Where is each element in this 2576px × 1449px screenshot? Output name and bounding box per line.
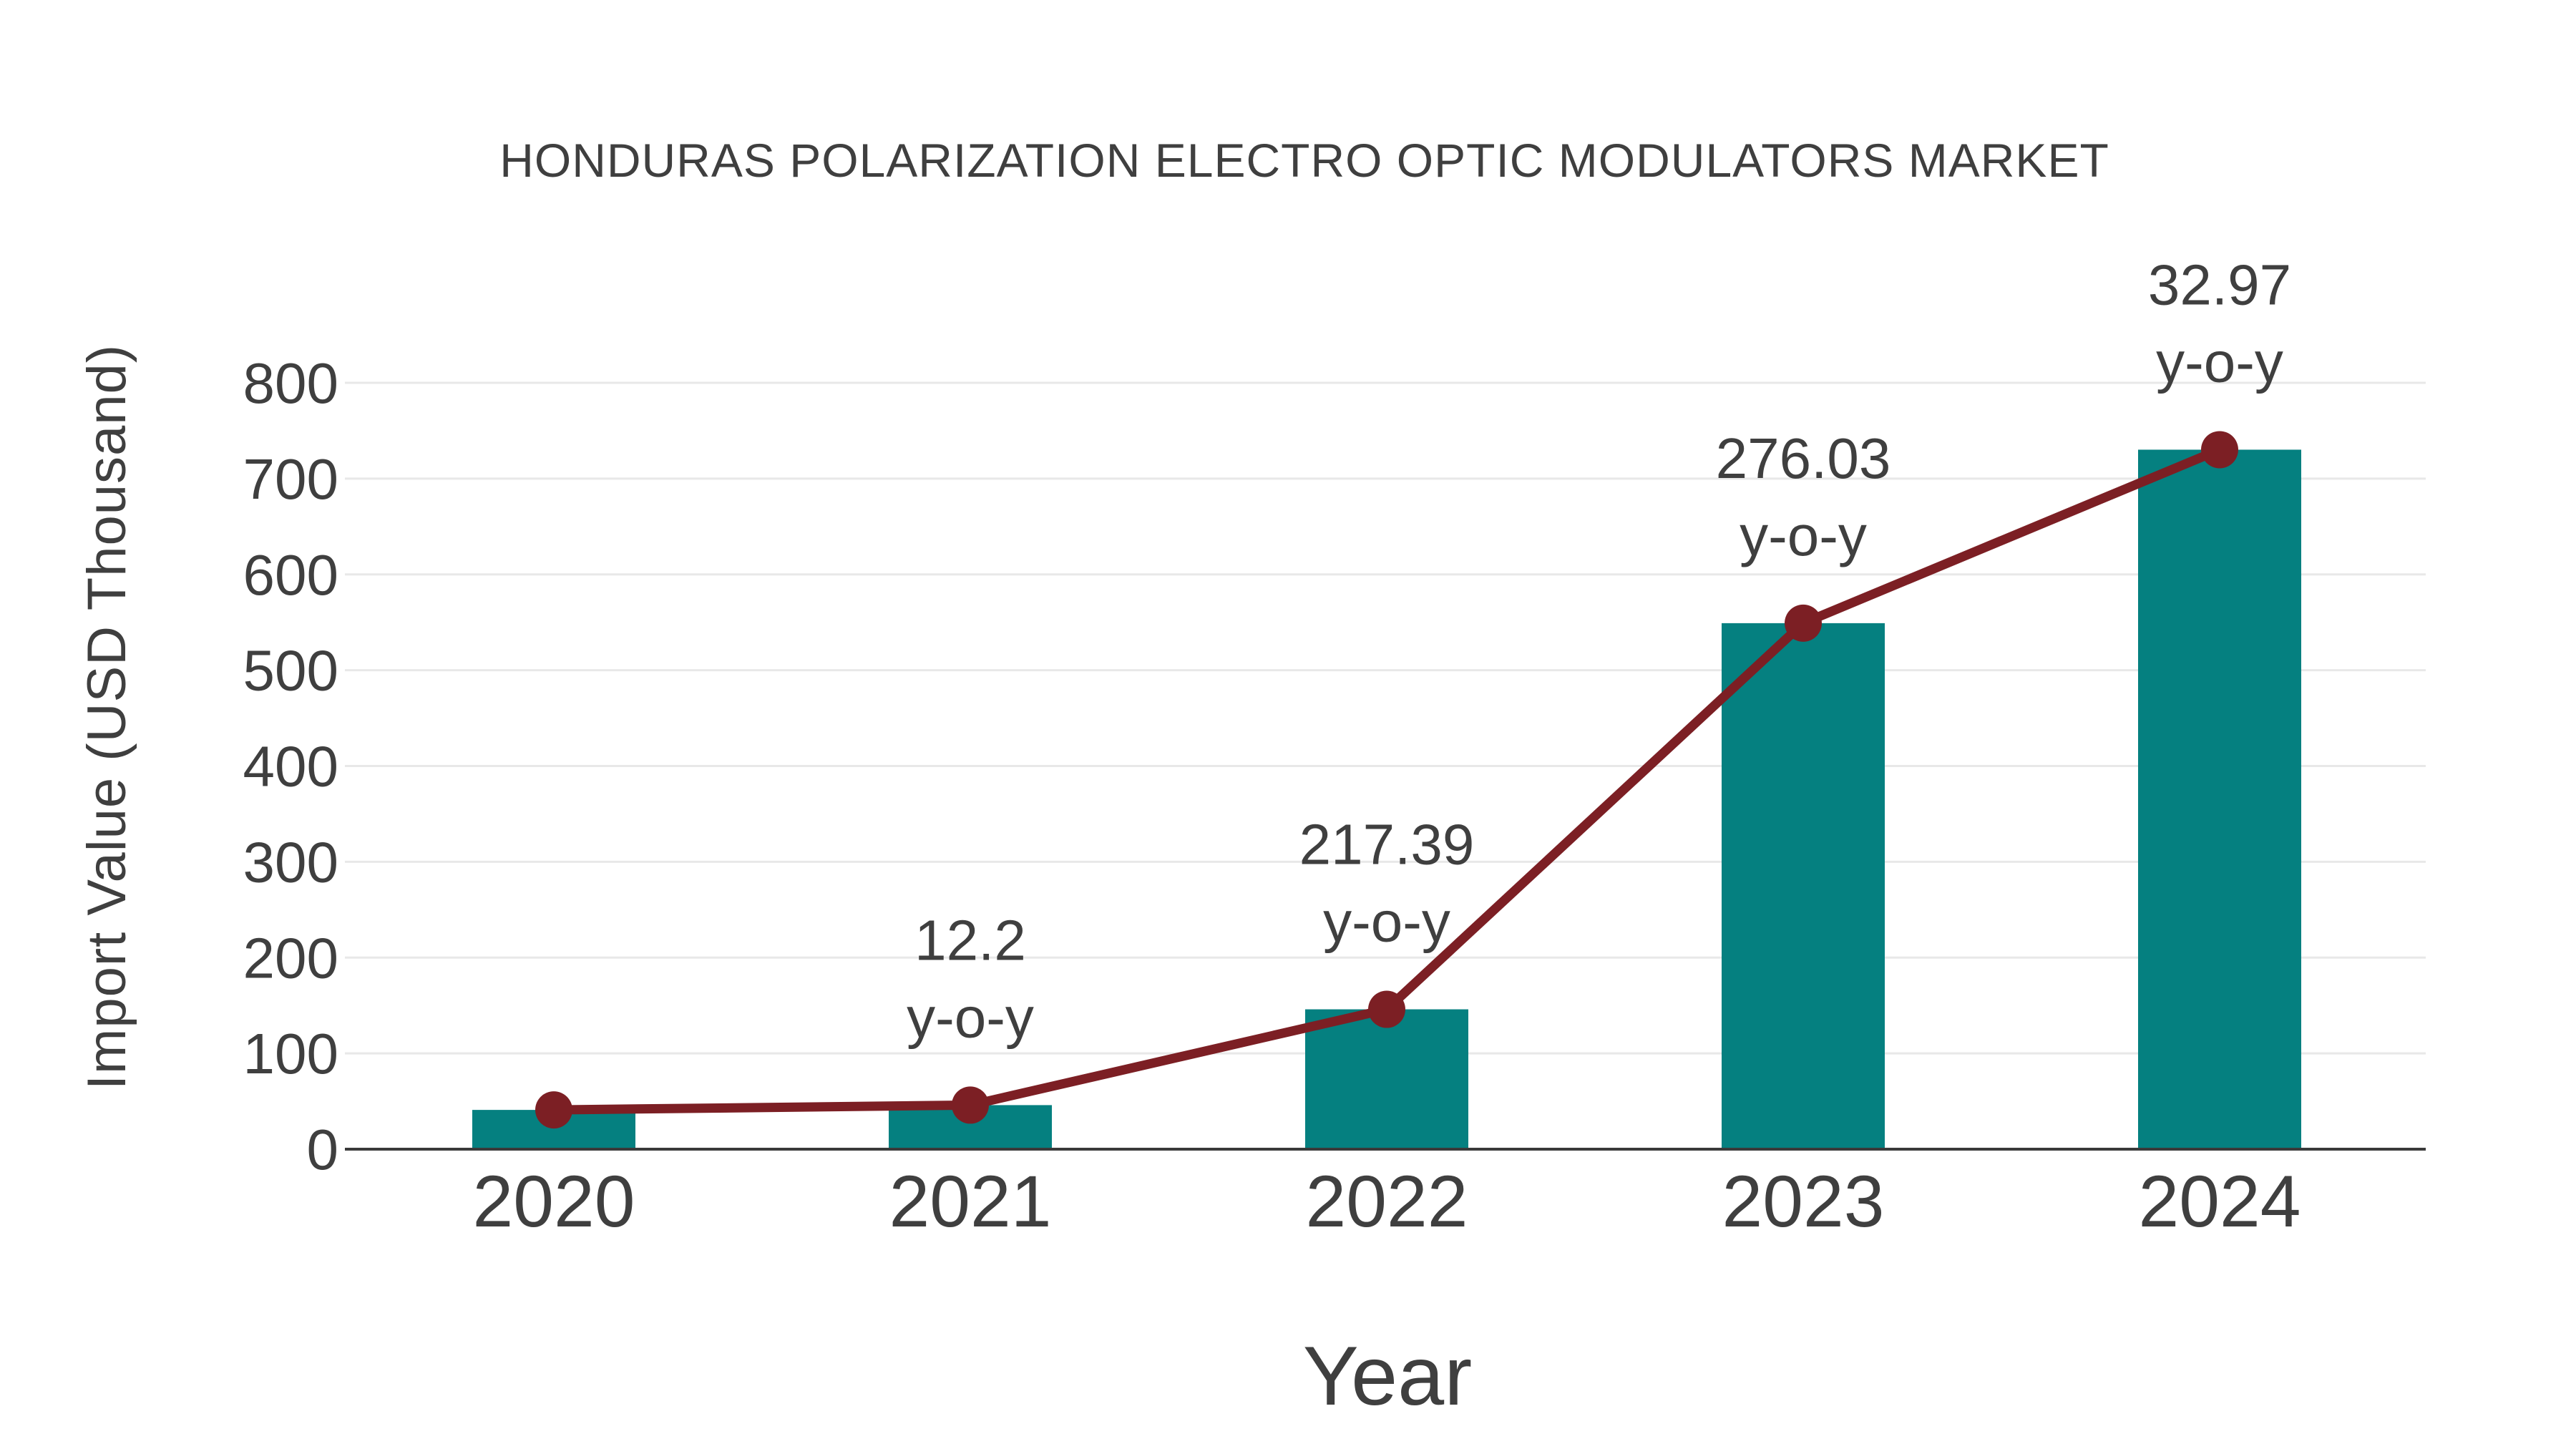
annotation-suffix-2024: y-o-y [2156, 330, 2283, 394]
y-tick-label-500: 500 [243, 639, 338, 703]
y-tick-label-400: 400 [243, 735, 338, 799]
annotation-suffix-2021: y-o-y [907, 985, 1034, 1049]
y-axis-title: Import Value (USD Thousand) [77, 344, 137, 1090]
bar-series [472, 449, 2301, 1149]
marker-2024 [2201, 431, 2238, 469]
x-tick-label-2021: 2021 [889, 1161, 1052, 1242]
chart-title: HONDURAS POLARIZATION ELECTRO OPTIC MODU… [499, 134, 2109, 187]
annotation-suffix-2022: y-o-y [1323, 890, 1450, 954]
annotation-value-2021: 12.2 [914, 908, 1026, 972]
x-tick-labels: 2020 2021 2022 2023 2024 [473, 1161, 2301, 1242]
annotation-suffix-2023: y-o-y [1740, 504, 1867, 567]
y-tick-label-800: 800 [243, 351, 338, 415]
marker-2022 [1368, 990, 1405, 1028]
bar-2023 [1722, 623, 1885, 1149]
bar-2022 [1305, 1009, 1468, 1149]
x-tick-label-2023: 2023 [1722, 1161, 1885, 1242]
annotations: 12.2 y-o-y 217.39 y-o-y 276.03 y-o-y 32.97 y-o-… [907, 253, 2291, 1049]
marker-2023 [1785, 604, 1822, 642]
x-axis-title: Year [1303, 1329, 1472, 1423]
x-tick-label-2024: 2024 [2139, 1161, 2301, 1242]
gridlines [345, 381, 2426, 1055]
y-tick-label-0: 0 [307, 1118, 339, 1181]
y-tick-labels: 0 100 200 300 400 500 600 700 800 [243, 351, 338, 1181]
annotation-value-2024: 32.97 [2148, 253, 2291, 316]
x-tick-label-2022: 2022 [1306, 1161, 1468, 1242]
annotation-value-2022: 217.39 [1299, 813, 1475, 877]
y-tick-label-700: 700 [243, 447, 338, 511]
bar-2024 [2138, 449, 2301, 1149]
y-tick-label-100: 100 [243, 1022, 338, 1085]
marker-2021 [952, 1086, 989, 1124]
marker-2020 [535, 1091, 572, 1129]
y-tick-label-300: 300 [243, 830, 338, 894]
line-series [535, 431, 2238, 1129]
annotation-value-2023: 276.03 [1716, 426, 1891, 490]
y-tick-label-200: 200 [243, 926, 338, 990]
y-tick-label-600: 600 [243, 543, 338, 607]
x-tick-label-2020: 2020 [473, 1161, 635, 1242]
